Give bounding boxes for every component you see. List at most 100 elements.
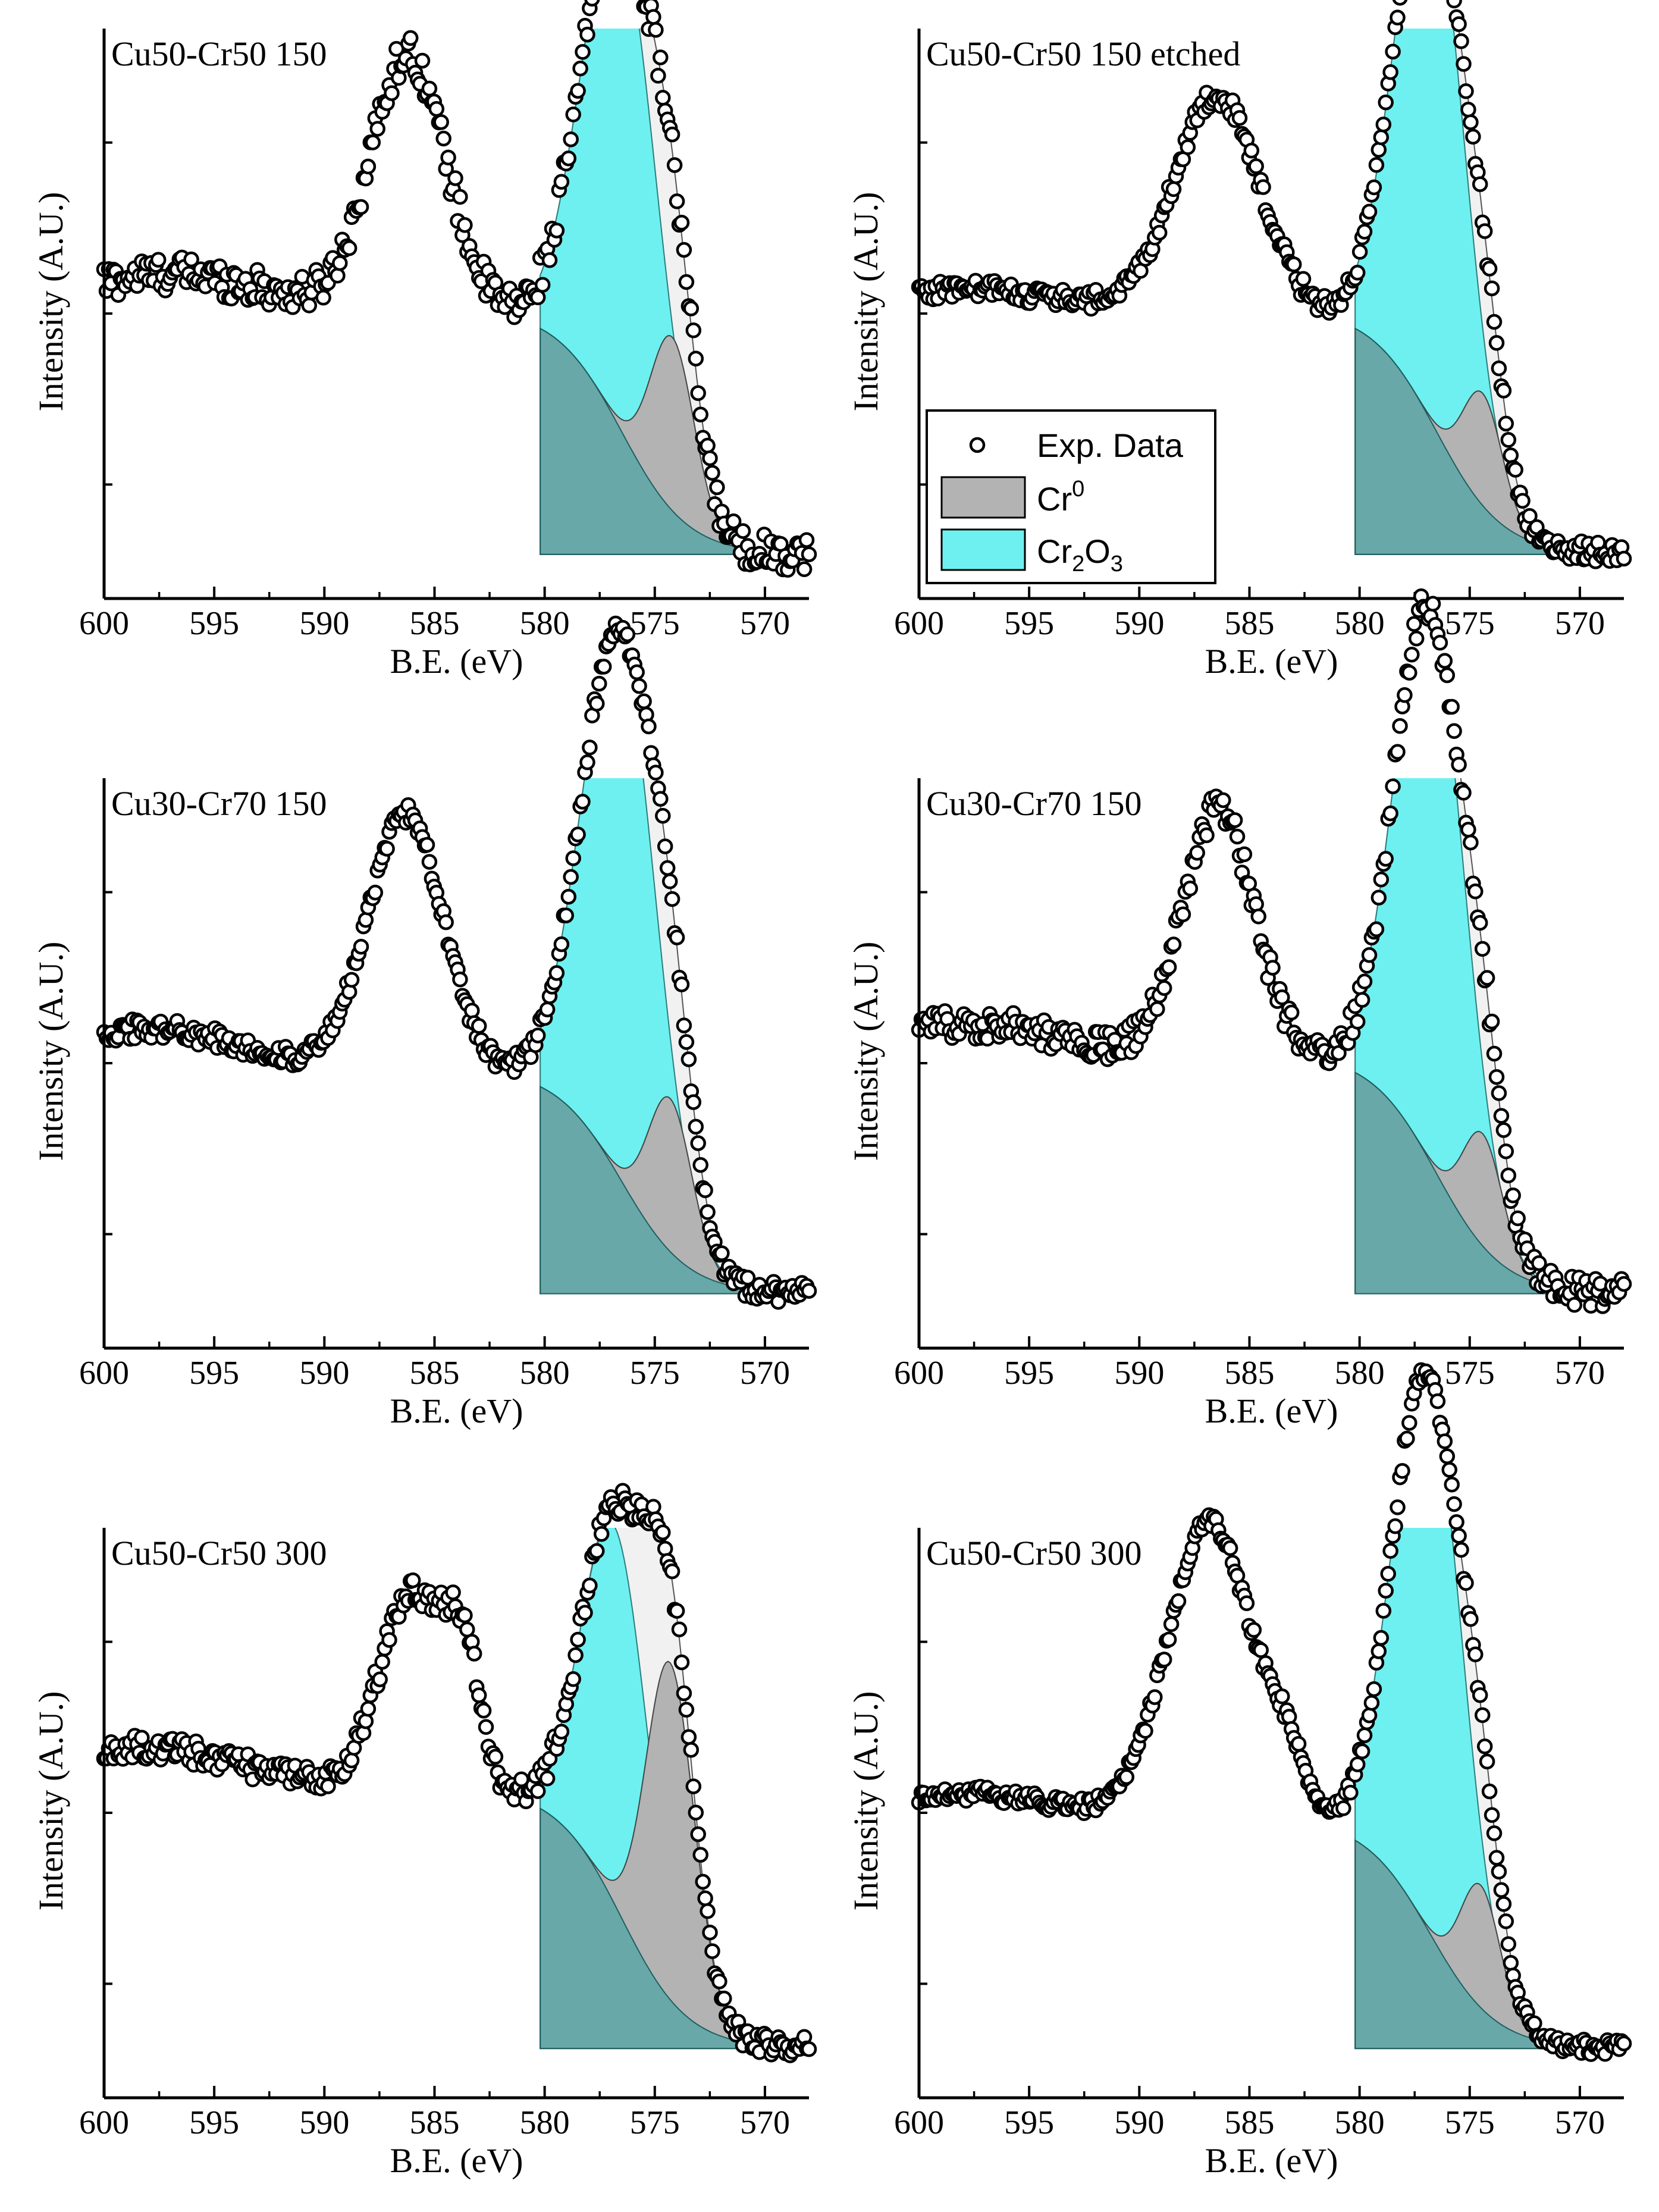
data-point: [1616, 550, 1632, 567]
data-point: [341, 240, 357, 256]
x-tick-label: 570: [740, 2104, 790, 2141]
data-point: [648, 21, 664, 38]
x-tick-label: 590: [299, 605, 349, 642]
data-point: [1222, 1540, 1238, 1556]
x-axis-label: B.E. (eV): [1205, 642, 1338, 681]
data-point: [1446, 0, 1462, 9]
data-point: [1250, 908, 1266, 925]
data-point: [1465, 129, 1481, 145]
panels: 600 595 590 585 580 575 570 Cu50-Cr50 150 B.E. (…: [32, 0, 1632, 2180]
data-point: [1274, 989, 1290, 1005]
data-point: [680, 1051, 697, 1067]
x-tick-label: 590: [1114, 1355, 1164, 1392]
data-point: [1156, 1652, 1172, 1668]
data-point: [315, 290, 331, 306]
chart-panel-6: 600 595 590 585 580 575 570 Cu50-Cr50 300 B.E. (…: [846, 1362, 1632, 2180]
data-point: [1227, 812, 1243, 828]
data-point: [1481, 1783, 1498, 1800]
data-point: [1432, 635, 1448, 651]
data-point: [1451, 1528, 1467, 1544]
data-point: [796, 561, 813, 578]
data-point: [582, 740, 598, 756]
data-point: [421, 80, 438, 97]
data-point: [360, 1700, 377, 1717]
exp-data-points: [96, 1483, 817, 2063]
data-point: [452, 189, 468, 205]
data-point: [447, 170, 463, 186]
y-axis-label: Intensity (A.U.): [32, 192, 70, 412]
data-point: [1484, 280, 1500, 296]
data-point: [1161, 959, 1177, 975]
data-point: [466, 1646, 482, 1662]
data-point: [690, 385, 706, 402]
data-point: [673, 976, 690, 992]
data-point: [1366, 1681, 1382, 1697]
data-point: [1437, 1433, 1453, 1449]
data-point: [801, 1283, 817, 1299]
data-point: [692, 1847, 708, 1863]
data-point: [655, 90, 671, 106]
data-point: [1371, 142, 1387, 158]
data-point: [685, 322, 702, 339]
data-point: [1463, 1611, 1479, 1627]
fit-components: [1354, 778, 1558, 1295]
data-point: [1163, 1616, 1180, 1633]
data-point: [1382, 64, 1398, 80]
data-point: [653, 791, 669, 807]
x-tick-label: 600: [79, 2104, 129, 2141]
data-point: [1253, 1642, 1269, 1658]
data-point: [704, 465, 720, 481]
data-point: [648, 765, 664, 781]
data-point: [1467, 1646, 1484, 1663]
data-point: [697, 1890, 713, 1906]
data-point: [567, 1647, 584, 1663]
data-point: [1231, 110, 1248, 126]
data-point: [1451, 16, 1467, 32]
data-point: [579, 754, 595, 770]
x-tick-label: 575: [1445, 1355, 1495, 1392]
x-tick-label: 575: [630, 605, 680, 642]
data-point: [150, 252, 167, 268]
data-point: [692, 1157, 708, 1173]
data-point: [589, 695, 605, 712]
data-point: [700, 437, 716, 454]
x-tick-label: 585: [1224, 2104, 1274, 2141]
data-point: [1460, 822, 1476, 838]
data-point: [365, 134, 381, 151]
data-point: [1453, 1541, 1469, 1558]
data-point: [1491, 360, 1507, 377]
data-point: [539, 1771, 556, 1787]
data-point: [1486, 1825, 1503, 1841]
x-tick-label: 595: [1004, 605, 1054, 642]
x-tick-label: 600: [894, 2104, 944, 2141]
data-point: [357, 912, 374, 928]
data-point: [1373, 1630, 1390, 1646]
data-point: [1498, 1143, 1514, 1160]
data-point: [1229, 828, 1246, 845]
data-point: [683, 1741, 700, 1758]
data-point: [657, 1540, 673, 1557]
data-point: [575, 44, 591, 60]
data-point: [1361, 203, 1378, 220]
data-point: [1238, 1595, 1255, 1612]
data-point: [1439, 667, 1456, 684]
data-point: [1514, 493, 1531, 509]
data-point: [183, 251, 199, 268]
x-axis-label: B.E. (eV): [1205, 1392, 1338, 1430]
data-point: [631, 678, 647, 694]
data-point: [1283, 1004, 1300, 1021]
data-point: [565, 850, 581, 866]
data-point: [1356, 973, 1373, 989]
y-axis-label: Intensity (A.U.): [846, 1691, 885, 1911]
data-point: [570, 826, 586, 842]
fit-components: [1354, 1528, 1558, 2050]
x-tick-label: 590: [1114, 2104, 1164, 2141]
data-point: [575, 794, 591, 810]
data-point: [1335, 1800, 1351, 1816]
data-point: [584, 0, 600, 7]
data-point: [440, 149, 456, 165]
data-point: [636, 693, 652, 710]
fit-components: [540, 778, 744, 1295]
data-point: [1500, 432, 1517, 448]
